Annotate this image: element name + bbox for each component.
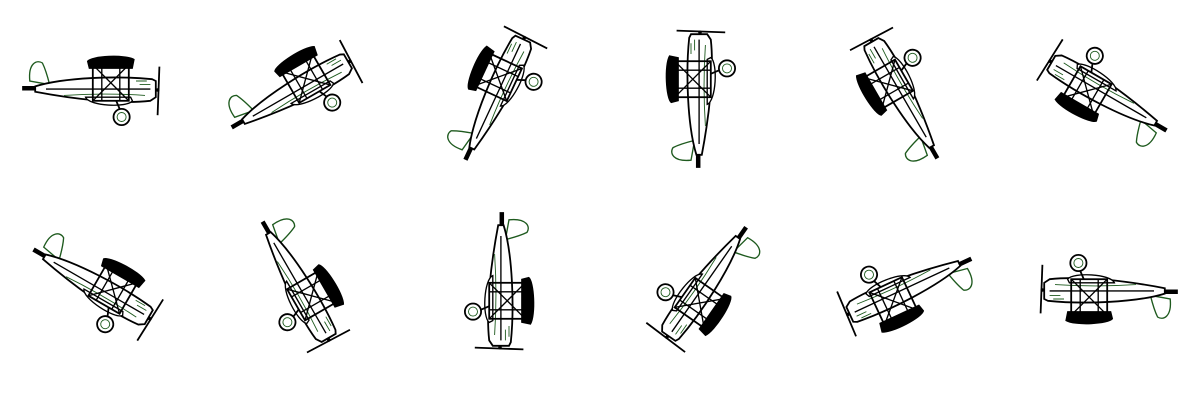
biplane-icon xyxy=(840,20,970,175)
biplane-icon xyxy=(636,205,774,359)
biplane-icon xyxy=(463,211,535,351)
biplane-frame-10 xyxy=(636,205,774,359)
biplane-icon xyxy=(21,55,161,127)
biplane-frame-11 xyxy=(830,224,986,347)
biplane-frame-9 xyxy=(463,211,535,351)
biplane-icon xyxy=(830,224,986,347)
frames-layer xyxy=(14,20,1186,360)
biplane-frame-12 xyxy=(1039,253,1179,325)
biplane-icon xyxy=(230,205,360,360)
biplane-frame-5 xyxy=(840,20,970,175)
biplane-icon xyxy=(1030,29,1186,159)
biplane-icon xyxy=(435,20,558,176)
biplane-frame-8 xyxy=(230,205,360,360)
biplane-frame-6 xyxy=(1030,29,1186,159)
biplane-frame-2 xyxy=(215,30,370,160)
biplane-frame-3 xyxy=(435,20,558,176)
biplane-icon xyxy=(215,30,370,160)
biplane-icon xyxy=(665,29,736,169)
biplane-frame-4 xyxy=(665,29,736,169)
biplane-icon xyxy=(1039,253,1179,325)
biplane-frame-1 xyxy=(21,55,161,127)
biplane-frame-7 xyxy=(14,221,170,351)
biplane-icon xyxy=(14,221,170,351)
